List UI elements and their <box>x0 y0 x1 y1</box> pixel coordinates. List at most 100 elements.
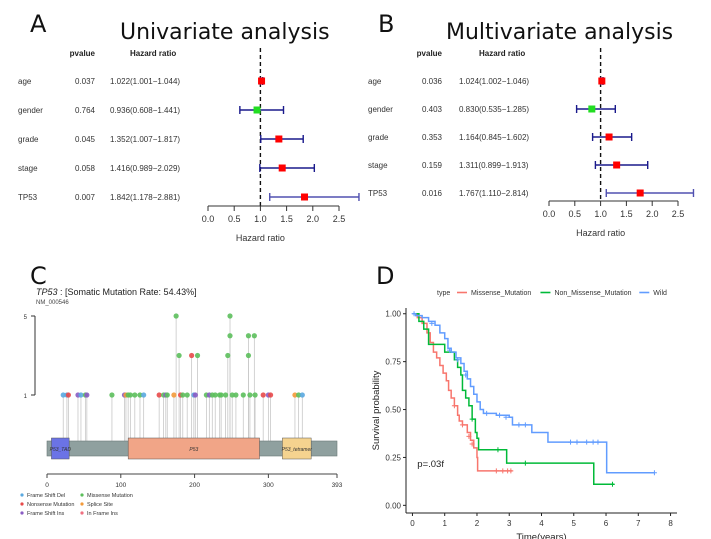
censor-mark <box>459 422 465 428</box>
p-value-annotation: p=.03f <box>417 459 444 470</box>
mutation-point <box>173 313 179 319</box>
row-label: age <box>368 77 382 86</box>
row-label: gender <box>368 105 393 114</box>
hr-point <box>636 189 644 197</box>
censor-mark <box>495 447 501 453</box>
row-hr-text: 1.767(1.110−2.814) <box>459 189 529 198</box>
row-label: grade <box>368 133 389 142</box>
x-tick-label: 100 <box>115 482 126 489</box>
y-tick-label: 0.00 <box>385 501 401 510</box>
censor-mark <box>584 439 590 445</box>
row-label: TP53 <box>368 189 388 198</box>
y-tick-label: 1 <box>24 394 28 400</box>
mutation-point <box>78 392 84 398</box>
censor-mark <box>484 410 490 416</box>
x-tick-label: 2 <box>475 519 480 528</box>
mutation-point <box>132 392 138 398</box>
censor-mark <box>469 416 475 422</box>
mutation-point <box>227 313 233 319</box>
row-hr-text: 0.830(0.535−1.285) <box>459 105 529 114</box>
x-tick-label: 1.5 <box>280 214 293 224</box>
row-hr-text: 1.311(0.899−1.913) <box>459 161 529 170</box>
censor-mark <box>508 468 514 474</box>
hr-point <box>598 77 606 85</box>
row-label: age <box>18 77 32 86</box>
forest-plot-univariate: pvalue Hazard ratio age 0.037 1.022(1.001−1.… <box>18 48 360 243</box>
mutation-point <box>296 392 302 398</box>
transcript-id: NM_000546 <box>36 300 69 306</box>
x-tick-label: 1.0 <box>594 209 607 219</box>
censor-mark <box>574 439 580 445</box>
mutation-point <box>60 392 66 398</box>
mutation-point <box>109 392 115 398</box>
row-label: stage <box>18 164 38 173</box>
x-tick-label: 6 <box>604 519 609 528</box>
x-tick-label: 0.0 <box>543 209 556 219</box>
x-tick-label: 2.5 <box>672 209 685 219</box>
forest-title-univariate: Univariate analysis <box>120 20 330 45</box>
legend-label: Frame Shift Ins <box>27 511 65 517</box>
hazard-ratio-header: Hazard ratio <box>130 49 176 58</box>
censor-mark <box>451 403 457 409</box>
mutation-point <box>176 352 182 359</box>
mutation-point <box>192 392 198 398</box>
panel-letter-b: B <box>378 10 395 38</box>
mutation-point <box>225 352 231 359</box>
legend-label: Missense Mutation <box>87 493 133 499</box>
protein-domain-p53_tetramer <box>282 437 312 460</box>
panel-letter-a: A <box>30 10 47 38</box>
censor-mark <box>609 481 615 487</box>
x-tick-label: 7 <box>636 519 641 528</box>
mutation-point <box>171 392 177 398</box>
censor-mark <box>455 357 461 363</box>
mutation-point <box>227 333 233 339</box>
mutation-point <box>156 392 162 398</box>
row-pvalue: 0.045 <box>75 135 96 144</box>
legend-label: Wild <box>653 290 667 297</box>
row-label: stage <box>368 161 388 170</box>
mutation-point <box>194 352 201 359</box>
legend-dot <box>80 502 84 506</box>
censor-mark <box>411 311 417 317</box>
x-tick-label: 2.5 <box>333 214 346 224</box>
mutation-point <box>252 392 258 398</box>
censor-mark <box>493 468 499 474</box>
censor-mark <box>568 439 574 445</box>
row-pvalue: 0.058 <box>75 164 96 173</box>
x-axis-label: Time(years) <box>516 532 566 539</box>
hr-point <box>613 161 621 169</box>
censor-mark <box>651 470 657 476</box>
panel-letter-c: C <box>30 262 47 290</box>
mutation-point <box>127 392 133 398</box>
domain-label: P53_TAD <box>50 447 72 453</box>
mutation-point <box>180 392 186 398</box>
row-hr-text: 1.024(1.002−1.046) <box>459 77 529 86</box>
mutation-point <box>251 333 257 339</box>
censor-mark <box>522 422 528 428</box>
km-curve-non-missense-mutation <box>412 312 615 486</box>
hr-point <box>301 193 309 201</box>
x-tick-label: 0 <box>410 519 415 528</box>
hr-point <box>605 133 613 141</box>
mutation-point <box>260 392 266 398</box>
domain-label: P53 <box>189 447 198 453</box>
x-tick-label: 2.0 <box>307 214 320 224</box>
forest-plot-multivariate: pvalue Hazard ratio age 0.036 1.024(1.002−1.… <box>368 48 695 238</box>
row-hr-text: 0.936(0.608−1.441) <box>110 106 180 115</box>
row-hr-text: 1.842(1.178−2.881) <box>110 193 180 202</box>
censor-mark <box>503 414 509 420</box>
mutation-point <box>137 392 143 398</box>
censor-mark <box>590 439 596 445</box>
pvalue-header: pvalue <box>417 49 443 58</box>
mutation-rate: : [Somatic Mutation Rate: 54.43%] <box>58 287 197 297</box>
mutation-point <box>212 392 218 398</box>
x-axis-label: Hazard ratio <box>236 233 285 243</box>
mutation-point <box>267 392 274 398</box>
censor-mark <box>522 460 528 466</box>
legend-label: Frame Shift Del <box>27 493 65 499</box>
x-tick-label: 0 <box>45 482 49 489</box>
x-tick-label: 1.5 <box>620 209 633 219</box>
row-pvalue: 0.403 <box>422 105 443 114</box>
mutation-point <box>247 392 253 398</box>
censor-mark <box>466 433 472 439</box>
